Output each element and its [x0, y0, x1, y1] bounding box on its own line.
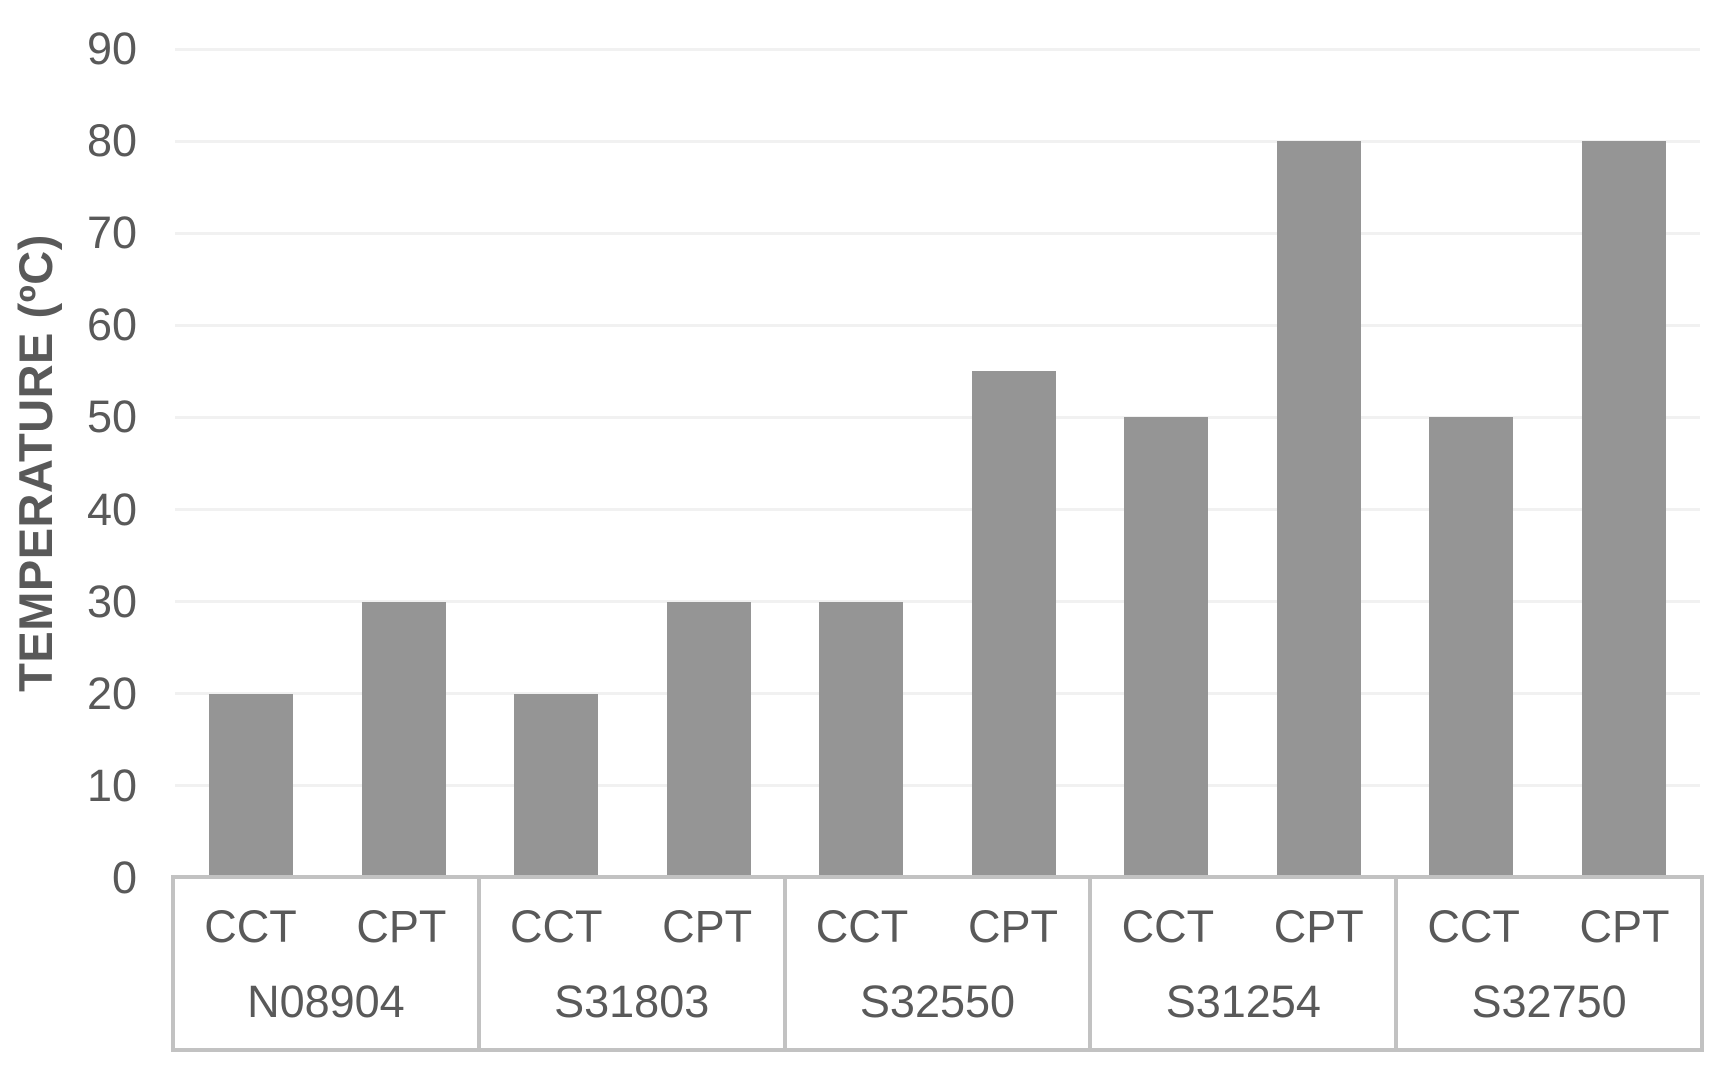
gridline-70 — [175, 231, 1700, 235]
gridline-20 — [175, 692, 1700, 696]
y-tick-label-40: 40 — [86, 483, 137, 535]
sub-category-row-S31254: CCT CPT — [1092, 879, 1394, 974]
bar-S32550-CPT — [971, 371, 1056, 878]
gridline-10 — [175, 784, 1700, 788]
bar-N08904-CPT — [361, 601, 446, 878]
y-tick-label-10: 10 — [86, 759, 137, 811]
gridline-40 — [175, 508, 1700, 512]
sub-category-label-S32550-CPT: CPT — [967, 900, 1058, 952]
y-tick-label-70: 70 — [86, 207, 137, 259]
y-tick-label-90: 90 — [86, 23, 137, 74]
category-label-S31803: S31803 — [554, 976, 710, 1027]
bar-S32750-CCT — [1429, 417, 1514, 878]
sub-category-row-S32750: CCT CPT — [1398, 879, 1700, 974]
category-label-S31254: S31254 — [1165, 976, 1321, 1027]
sub-category-row-S32550: CCT CPT — [787, 879, 1089, 974]
sub-category-label-S32750-CPT: CPT — [1579, 900, 1670, 952]
bar-S32550-CCT — [819, 601, 904, 878]
category-group-S32750: CCT CPT S32750 — [1394, 879, 1700, 1048]
category-label-S32750: S32750 — [1471, 976, 1627, 1027]
y-tick-label-30: 30 — [86, 575, 137, 627]
sub-category-label-S31803-CPT: CPT — [662, 900, 753, 952]
sub-category-row-N08904: CCT CPT — [175, 879, 477, 974]
bar-S31803-CCT — [514, 693, 599, 878]
bar-S31803-CPT — [666, 601, 751, 878]
gridline-90 — [175, 47, 1700, 51]
sub-category-label-S31803-CCT: CCT — [510, 900, 603, 952]
bar-S32750-CPT — [1581, 141, 1666, 878]
bar-S31254-CPT — [1276, 141, 1361, 878]
gridline-50 — [175, 415, 1700, 419]
category-group-S31803: CCT CPT S31803 — [476, 879, 783, 1048]
y-tick-label-50: 50 — [86, 391, 137, 443]
category-label-N08904: N08904 — [247, 976, 405, 1027]
category-group-S32550: CCT CPT S32550 — [782, 879, 1089, 1048]
sub-category-label-S32550-CCT: CCT — [815, 900, 909, 952]
sub-category-label-S31254-CPT: CPT — [1273, 900, 1364, 952]
sub-category-label-N08904-CPT: CPT — [356, 900, 447, 952]
sub-category-label-S31254-CCT: CCT — [1121, 900, 1215, 952]
y-tick-label-80: 80 — [86, 115, 137, 167]
category-group-S31254: CCT CPT S31254 — [1088, 879, 1394, 1048]
gridline-30 — [175, 600, 1700, 604]
y-tick-label-0: 0 — [111, 852, 137, 903]
bar-S31254-CCT — [1124, 417, 1209, 878]
sub-category-label-N08904-CCT: CCT — [204, 900, 297, 952]
sub-category-label-S32750-CCT: CCT — [1427, 900, 1520, 952]
gridline-60 — [175, 323, 1700, 327]
gridline-80 — [175, 139, 1700, 143]
sub-category-row-S31803: CCT CPT — [481, 879, 783, 974]
y-tick-label-20: 20 — [86, 667, 137, 719]
category-label-S32550: S32550 — [859, 976, 1016, 1027]
bar-N08904-CCT — [209, 693, 294, 878]
x-axis-table: CCT CPT N08904 CCT CPT S31803 CCT CPT S32550 CCT C… — [171, 875, 1704, 1052]
y-tick-label-60: 60 — [86, 299, 137, 351]
category-group-N08904: CCT CPT N08904 — [175, 879, 477, 1048]
